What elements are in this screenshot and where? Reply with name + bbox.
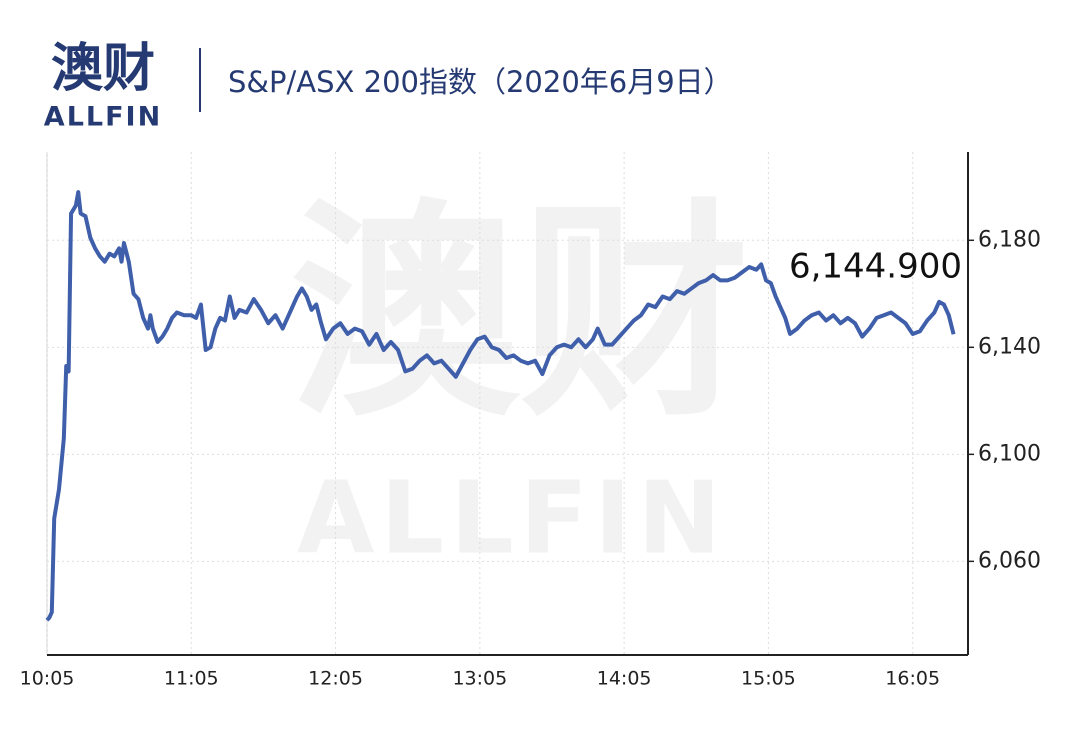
- logo-en: ALLFIN: [44, 102, 162, 133]
- watermark-en: ALLFIN: [297, 459, 727, 576]
- logo-cn: 澳财: [51, 39, 155, 99]
- x-tick-label: 10:05: [20, 668, 75, 690]
- y-tick-label: 6,060: [978, 548, 1041, 573]
- x-tick-label: 16:05: [885, 668, 940, 690]
- line-series: [45, 190, 956, 622]
- y-tick-label: 6,140: [978, 334, 1041, 359]
- x-tick-label: 15:05: [741, 668, 796, 690]
- watermark-cn: 澳财: [290, 181, 750, 448]
- x-tick-label: 11:05: [164, 668, 219, 690]
- x-tick-label: 12:05: [308, 668, 363, 690]
- y-tick-label: 6,100: [978, 441, 1041, 466]
- chart-title: S&P/ASX 200指数（2020年6月9日）: [228, 65, 733, 99]
- x-tick-label: 13:05: [452, 668, 507, 690]
- y-tick-label: 6,180: [978, 227, 1041, 252]
- annotation: 6,144.900: [789, 247, 962, 287]
- x-tick-label: 14:05: [597, 668, 652, 690]
